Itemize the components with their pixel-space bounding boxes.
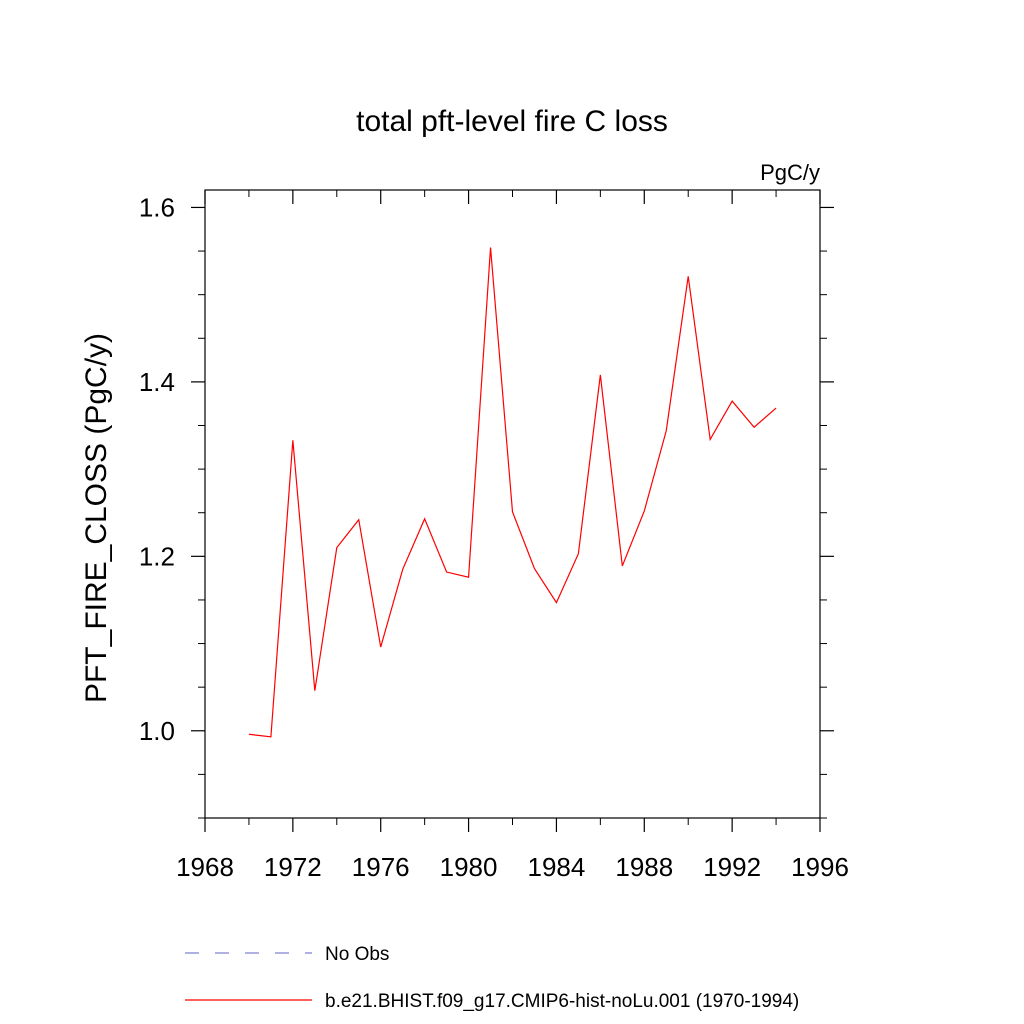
x-tick-label: 1972 <box>264 852 322 882</box>
x-tick-label: 1992 <box>703 852 761 882</box>
series-line-1 <box>248 247 777 738</box>
x-tick-label: 1968 <box>176 852 234 882</box>
legend: No Obs b.e21.BHIST.f09_g17.CMIP6-hist-noL… <box>185 944 799 1012</box>
plot-frame <box>204 189 821 819</box>
y-tick-label: 1.0 <box>139 716 175 746</box>
x-tick-label: 1984 <box>528 852 586 882</box>
series-group <box>248 247 777 738</box>
legend-label-0: No Obs <box>325 944 389 965</box>
tick-labels-group: 1968 1972 1976 1980 1984 1988 1992 1996 1.0 1.2 1.… <box>139 192 849 882</box>
y-tick-label: 1.6 <box>139 192 175 222</box>
chart-title: total pft-level fire C loss <box>356 105 668 138</box>
units-label: PgC/y <box>760 160 820 185</box>
y-tick-label: 1.2 <box>139 541 175 571</box>
x-tick-label: 1980 <box>440 852 498 882</box>
y-tick-label: 1.4 <box>139 367 175 397</box>
y-axis-title: PFT_FIRE_CLOSS (PgC/y) <box>80 333 113 703</box>
plot-frame-group <box>204 189 821 819</box>
x-tick-label: 1988 <box>615 852 673 882</box>
x-tick-label: 1976 <box>352 852 410 882</box>
ticks-group <box>191 190 834 832</box>
legend-label-1: b.e21.BHIST.f09_g17.CMIP6-hist-noLu.001 … <box>325 991 799 1012</box>
x-tick-label: 1996 <box>791 852 849 882</box>
